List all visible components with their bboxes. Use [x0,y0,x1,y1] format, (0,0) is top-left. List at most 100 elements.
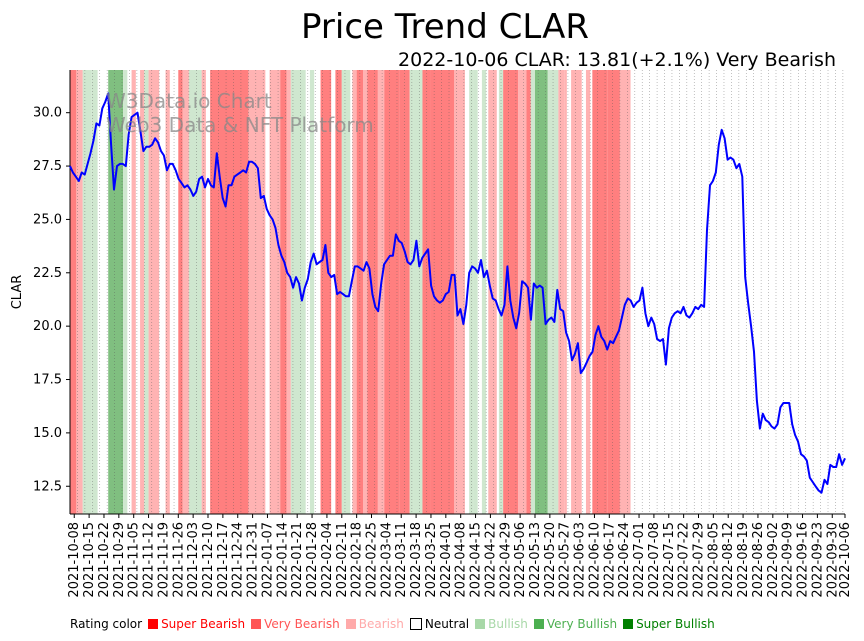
rating-band [558,70,565,514]
rating-band [131,70,136,514]
rating-band [473,70,478,514]
y-tick-label: 25.0 [33,212,62,227]
legend-item: Super Bullish [623,617,715,631]
legend-swatch [409,618,422,630]
rating-band [269,70,281,514]
x-tick-label: 2021-10-22 [97,522,112,598]
x-tick-label: 2022-08-19 [736,522,751,598]
x-tick-label: 2022-01-07 [260,522,275,598]
price-series [69,92,846,494]
y-tick-label: 22.5 [33,266,62,281]
rating-band [341,70,351,514]
x-tick-label: 2022-07-08 [647,522,662,598]
y-axis-label: CLAR [10,275,25,310]
rating-band [309,70,315,514]
x-tick-label: 2022-05-20 [543,522,558,598]
y-tick-label: 27.5 [33,159,62,174]
x-tick-label: 2021-11-19 [156,522,171,598]
rating-band [619,70,631,514]
rating-band [320,70,332,514]
legend-item: Super Bearish [148,617,245,631]
x-tick-label: 2022-04-08 [454,522,469,598]
rating-band [607,70,620,514]
x-tick-label: 2022-07-01 [632,522,647,598]
y-tick-label: 30.0 [33,106,62,121]
rating-band [286,70,291,514]
rating-band [165,70,170,514]
y-tick-label: 12.5 [33,479,62,494]
x-tick-label: 2022-03-18 [409,522,424,598]
legend-item: Bullish [475,617,528,631]
x-tick-label: 2022-06-17 [602,522,617,598]
rating-band [564,70,567,514]
legend-label: Bearish [358,617,404,631]
rating-band [509,70,519,514]
x-tick-label: 2022-10-06 [838,522,853,598]
legend-item: Bearish [345,617,404,631]
x-tick-label: 2022-05-06 [513,522,528,598]
x-tick-label: 2021-12-03 [186,522,201,598]
x-tick-label: 2022-04-22 [483,522,498,598]
rating-band [91,70,98,514]
rating-band [178,70,183,514]
x-tick-label: 2022-08-05 [706,522,721,598]
rating-legend: Rating color Super Bearish Very Bearish Be… [70,617,721,631]
x-tick-label: 2021-12-31 [246,522,261,598]
rating-band [430,70,455,514]
legend-item: Neutral [409,617,470,631]
x-tick-label: 2022-02-11 [335,522,350,598]
rating-band [488,70,497,514]
x-tick-label: 2022-07-29 [691,522,706,598]
rating-band [123,70,128,514]
watermark-line2: Web3 Data & NFT Platform [106,113,374,137]
x-tick-label: 2022-06-24 [617,522,632,598]
x-tick-label: 2021-11-05 [127,522,142,598]
rating-band [585,70,591,514]
x-tick-label: 2022-09-02 [766,522,781,598]
x-tick-label: 2021-11-26 [171,522,186,598]
axes: 12.5 15.0 17.5 20.0 22.5 25.0 27.5 30.0 2021-10-… [33,70,853,598]
x-tick-label: 2022-07-15 [662,522,677,598]
legend-item: Very Bearish [251,617,340,631]
rating-band [140,70,145,514]
x-tick-label: 2021-12-24 [231,522,246,598]
x-tick-label: 2022-05-13 [528,522,543,598]
x-tick-label: 2022-03-11 [394,522,409,598]
x-tick-label: 2022-07-22 [677,522,692,598]
legend-label: Super Bearish [161,617,246,631]
x-tick-label: 2022-02-25 [365,522,380,598]
x-tick-label: 2022-08-12 [721,522,736,598]
x-tick-label: 2022-06-03 [573,522,588,598]
legend-label: Very Bullish [546,617,618,631]
legend-label: Bullish [488,617,528,631]
x-tick-label: 2022-03-04 [379,522,394,598]
legend-item: Very Bullish [533,617,618,631]
chart-subtitle: 2022-10-06 CLAR: 13.81(+2.1%) Very Beari… [398,49,836,71]
rating-band [82,70,92,514]
rating-band [108,70,124,514]
rating-band [592,70,608,514]
rating-band [76,70,83,514]
x-tick-label: 2022-04-01 [439,522,454,598]
rating-band [454,70,465,514]
x-tick-label: 2022-06-10 [587,522,602,598]
legend-swatch [475,619,486,629]
x-tick-label: 2022-02-18 [350,522,365,598]
rating-band [363,70,368,514]
series-line-clar [69,92,846,494]
x-tick-label: 2022-01-21 [290,522,305,598]
x-tick-label: 2021-10-29 [112,522,127,598]
x-tick-label: 2021-11-12 [142,522,157,598]
y-tick-label: 20.0 [33,319,62,334]
legend-swatch [533,619,544,629]
x-tick-label: 2022-04-29 [498,522,513,598]
x-tick-label: 2022-01-28 [305,522,320,598]
x-tick-label: 2021-10-08 [67,522,82,598]
x-tick-label: 2021-12-10 [201,522,216,598]
legend-label: Neutral [424,617,470,631]
x-tick-label: 2022-01-14 [275,522,290,598]
x-tick-label: 2022-09-09 [781,522,796,598]
x-tick-label: 2022-05-27 [558,522,573,598]
rating-band [518,70,527,514]
